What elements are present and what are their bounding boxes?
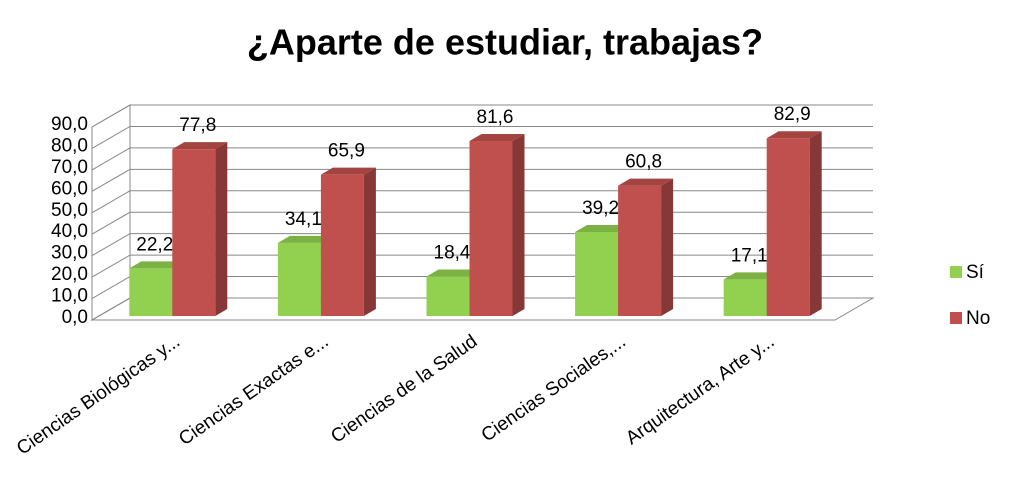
bar [320,167,376,316]
y-tick-label: 80,0 [51,135,88,156]
bar-top [723,272,779,280]
bar-front [766,138,810,316]
y-tick-label: 20,0 [51,264,88,285]
bar-top [469,134,525,142]
value-label: 65,9 [328,141,365,162]
y-tick-label: 0,0 [62,307,88,328]
y-tick-label: 60,0 [51,178,88,199]
bar-front [618,185,662,316]
legend-swatch [950,312,962,324]
bar-side [215,142,228,316]
grid-line [91,125,873,149]
legend-label: No [966,308,990,329]
bar-side [363,167,376,316]
bar-front [469,141,513,316]
bar-front [575,231,619,316]
value-label: 82,9 [774,104,811,125]
bar-top [618,178,674,186]
value-label: 77,8 [179,115,216,136]
bar-front [426,276,470,316]
x-tick-label: Ciencias Sociales,... [478,331,630,446]
bar [469,134,525,316]
bar-front [723,279,767,316]
bar-top [320,167,376,175]
bar-top [766,131,822,139]
value-label: 17,1 [731,245,768,266]
legend-label: Sí [966,262,985,283]
bar-top [426,269,482,277]
y-tick-label: 90,0 [51,114,88,135]
bar-top [172,142,228,150]
y-tick-label: 10,0 [51,286,88,307]
bar-side [512,134,525,316]
grid-line [91,147,873,171]
bar-front [320,174,364,316]
bar [618,178,674,316]
bar-top [129,261,185,269]
bar-top [277,235,333,243]
grid-line [91,104,873,128]
value-label: 60,8 [625,152,662,173]
value-label: 81,6 [477,107,514,128]
x-tick-label: Ciencias Biológicas y... [13,331,184,459]
x-tick-label: Arquitectura, Arte y... [622,331,778,449]
y-tick-label: 50,0 [51,200,88,221]
y-tick-label: 40,0 [51,221,88,242]
grid-line [91,168,873,192]
bar-front [172,149,216,316]
value-label: 34,1 [285,209,322,230]
y-tick-label: 70,0 [51,157,88,178]
bar [766,131,822,316]
bar [172,142,228,316]
y-tick-label: 30,0 [51,243,88,264]
value-label: 18,4 [434,243,471,264]
chart-title: ¿Aparte de estudiar, trabajas? [247,22,763,63]
bar-side [809,131,822,316]
bar-front [277,242,321,316]
x-tick-label: Ciencias Exactas e... [175,331,332,450]
value-label: 22,2 [136,234,173,255]
bar-front [129,268,173,316]
bar-side [661,178,674,316]
value-label: 39,2 [582,198,619,219]
legend-swatch [950,266,962,278]
x-tick-label: Ciencias de la Salud [327,331,481,448]
bar-top [575,224,631,232]
